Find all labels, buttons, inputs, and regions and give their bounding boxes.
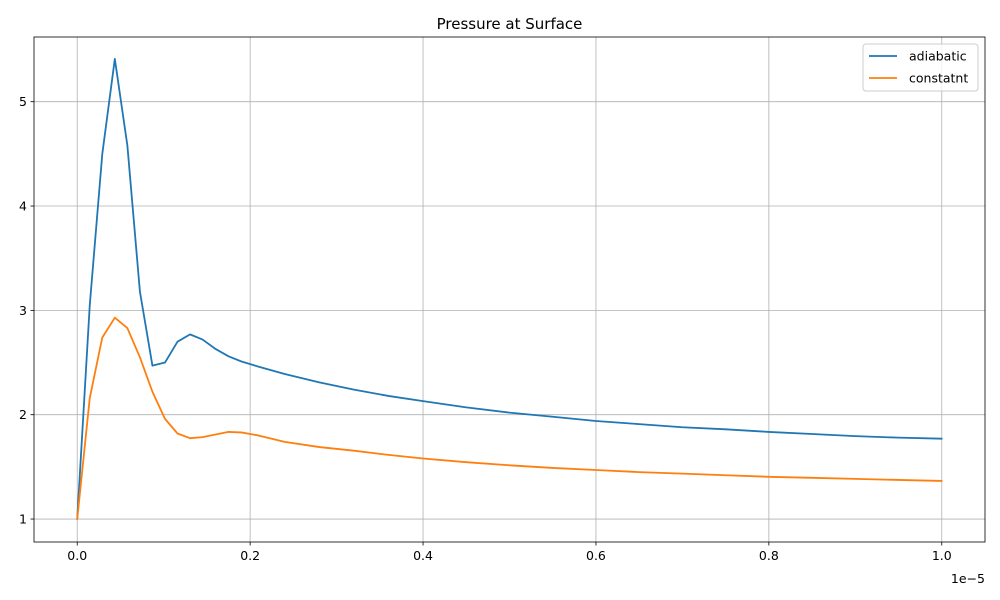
- series-layer: [76, 58, 943, 520]
- legend-label-adiabatic: adiabatic: [909, 49, 967, 64]
- series-line-adiabatic: [76, 58, 943, 520]
- x-tick-label: 0.6: [586, 548, 606, 563]
- legend-label-constatnt: constatnt: [909, 71, 968, 86]
- legend: adiabatic constatnt: [862, 43, 979, 92]
- x-tick-label: 0.0: [67, 548, 87, 563]
- y-tick-label: 3: [19, 303, 27, 318]
- x-tick-label: 0.8: [759, 548, 779, 563]
- tick-layer: 0.0 0.2 0.4 0.6 0.8 1.0 1 2 3 4 5: [19, 94, 952, 563]
- y-tick-label: 4: [19, 199, 27, 214]
- grid-layer: [34, 37, 985, 542]
- y-tick-label: 2: [19, 407, 27, 422]
- series-line-constatnt: [76, 316, 943, 520]
- y-tick-label: 1: [19, 512, 27, 527]
- x-tick-label: 1.0: [932, 548, 952, 563]
- x-tick-label: 0.4: [413, 548, 433, 563]
- x-offset-text: 1e−5: [951, 571, 985, 586]
- plot-frame: [33, 36, 986, 543]
- chart-title: Pressure at Surface: [437, 15, 583, 33]
- y-tick-label: 5: [19, 94, 27, 109]
- x-tick-label: 0.2: [240, 548, 260, 563]
